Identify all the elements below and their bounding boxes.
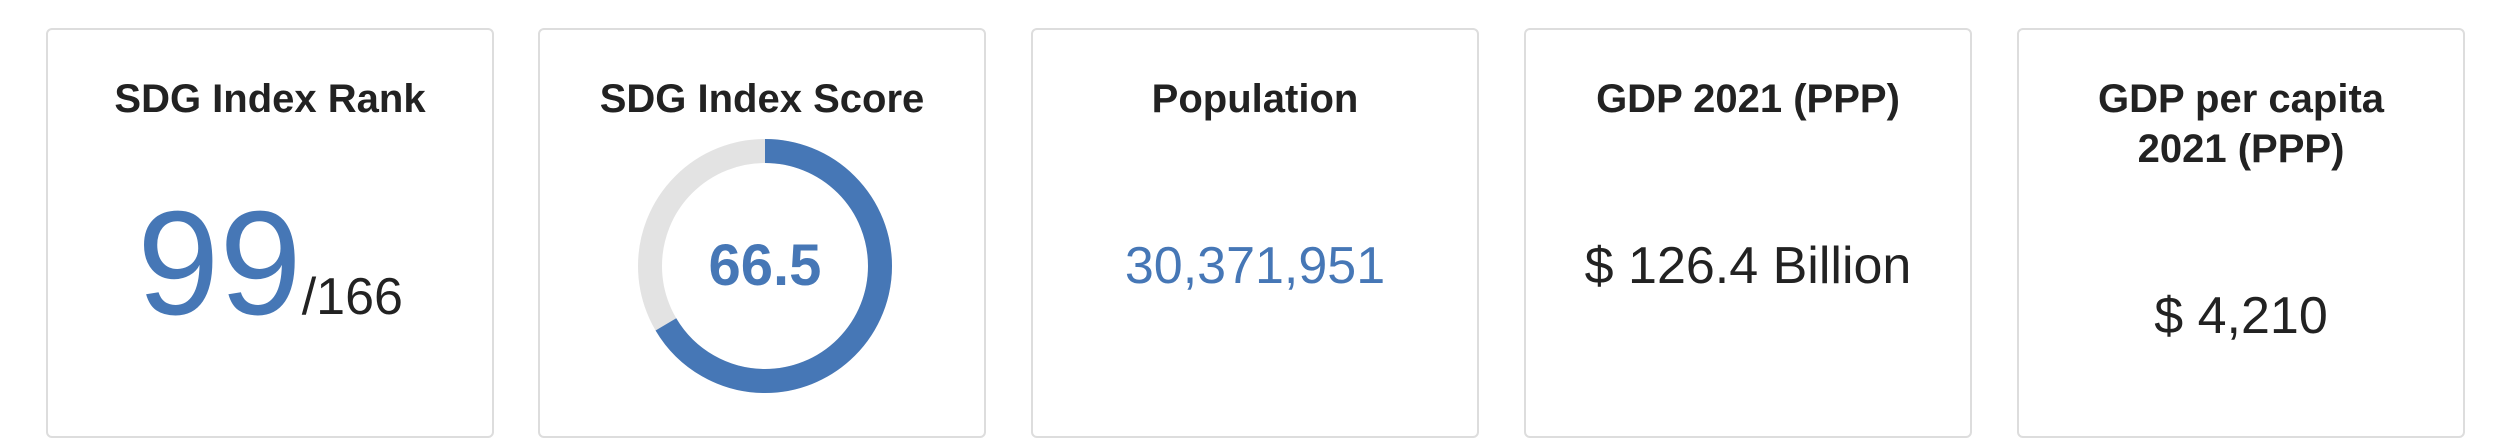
- sdg-rank-display: 99/166: [48, 190, 492, 338]
- gdp-per-capita-title-line2: 2021 (PPP): [2137, 127, 2345, 171]
- donut-progress: [638, 139, 892, 393]
- sdg-score-title: SDG Index Score: [599, 77, 925, 121]
- gdp-per-capita-value: $ 4,210: [2154, 287, 2328, 345]
- sdg-rank-total: /166: [301, 268, 403, 326]
- sdg-rank-value: 99: [137, 181, 302, 346]
- sdg-score-donut: [638, 139, 892, 393]
- gdp-value: $ 126.4 Billion: [1584, 237, 1912, 295]
- population-value: 30,371,951: [1124, 237, 1386, 295]
- population-card: Population 30,371,951: [1031, 28, 1479, 438]
- gdp-title: GDP 2021 (PPP): [1596, 77, 1900, 121]
- sdg-score-card: SDG Index Score 66.5: [538, 28, 986, 438]
- gdp-per-capita-card: GDP per capita 2021 (PPP) $ 4,210: [2017, 28, 2465, 438]
- gdp-per-capita-title: GDP per capita 2021 (PPP): [2019, 74, 2463, 174]
- gdp-per-capita-title-line1: GDP per capita: [2097, 77, 2385, 121]
- population-title: Population: [1151, 77, 1359, 121]
- sdg-score-value: 66.5: [708, 233, 822, 298]
- sdg-rank-title: SDG Index Rank: [114, 77, 426, 121]
- gdp-card: GDP 2021 (PPP) $ 126.4 Billion: [1524, 28, 1972, 438]
- sdg-rank-card: SDG Index Rank 99/166: [46, 28, 494, 438]
